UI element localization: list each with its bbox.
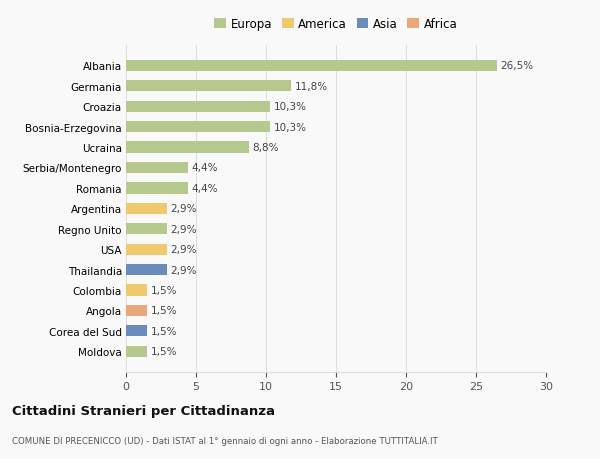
Text: 2,9%: 2,9% bbox=[170, 265, 197, 275]
Legend: Europa, America, Asia, Africa: Europa, America, Asia, Africa bbox=[212, 16, 460, 34]
Text: 11,8%: 11,8% bbox=[295, 82, 328, 92]
Text: 1,5%: 1,5% bbox=[151, 326, 177, 336]
Text: 10,3%: 10,3% bbox=[274, 123, 307, 132]
Text: 1,5%: 1,5% bbox=[151, 347, 177, 356]
Text: 4,4%: 4,4% bbox=[191, 163, 218, 173]
Text: 1,5%: 1,5% bbox=[151, 306, 177, 316]
Text: 2,9%: 2,9% bbox=[170, 224, 197, 234]
Text: 26,5%: 26,5% bbox=[500, 62, 533, 71]
Bar bbox=[126, 101, 270, 112]
Text: 10,3%: 10,3% bbox=[274, 102, 307, 112]
Text: COMUNE DI PRECENICCO (UD) - Dati ISTAT al 1° gennaio di ogni anno - Elaborazione: COMUNE DI PRECENICCO (UD) - Dati ISTAT a… bbox=[12, 436, 438, 445]
Bar bbox=[126, 305, 147, 316]
Text: Cittadini Stranieri per Cittadinanza: Cittadini Stranieri per Cittadinanza bbox=[12, 404, 275, 417]
Bar bbox=[126, 162, 188, 174]
Text: 4,4%: 4,4% bbox=[191, 184, 218, 194]
Bar bbox=[126, 203, 167, 214]
Bar bbox=[126, 346, 147, 357]
Bar bbox=[126, 325, 147, 336]
Text: 8,8%: 8,8% bbox=[253, 143, 279, 153]
Bar bbox=[126, 61, 497, 72]
Bar bbox=[126, 224, 167, 235]
Bar bbox=[126, 285, 147, 296]
Bar bbox=[126, 142, 249, 153]
Bar bbox=[126, 81, 291, 92]
Bar bbox=[126, 244, 167, 255]
Text: 2,9%: 2,9% bbox=[170, 204, 197, 214]
Bar bbox=[126, 122, 270, 133]
Bar bbox=[126, 264, 167, 275]
Text: 2,9%: 2,9% bbox=[170, 245, 197, 255]
Bar bbox=[126, 183, 188, 194]
Text: 1,5%: 1,5% bbox=[151, 285, 177, 295]
